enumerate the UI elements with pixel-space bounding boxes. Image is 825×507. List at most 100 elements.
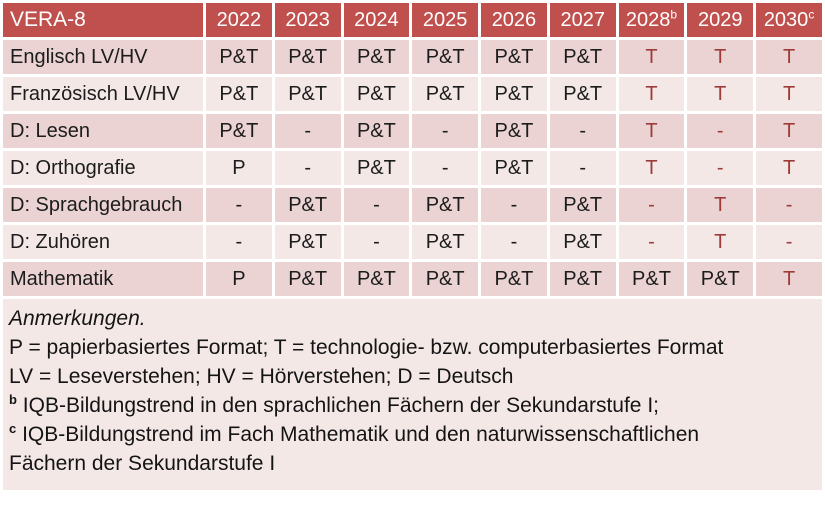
year-header-2027: 2027	[549, 3, 616, 37]
footnote-b-marker: b	[9, 392, 17, 407]
footnote-marker-c: c	[808, 6, 815, 21]
cell-value: P&T	[481, 114, 547, 148]
cell-value: P&T	[206, 114, 272, 148]
year-header-2028: 2028b	[618, 3, 685, 37]
cell-value: -	[206, 188, 272, 222]
row-label: D: Zuhören	[3, 225, 203, 259]
cell-value: -	[412, 151, 479, 185]
table-row: Englisch LV/HV P&T P&T P&T P&T P&T P&T T T T	[3, 40, 822, 74]
cell-value: -	[687, 151, 754, 185]
cell-value: P	[206, 151, 272, 185]
note-legend-format: P = papierbasiertes Format; T = technolo…	[9, 336, 724, 359]
row-label: D: Sprachgebrauch	[3, 188, 203, 222]
cell-value: P&T	[274, 262, 341, 296]
cell-value: -	[206, 225, 272, 259]
table-row: Französisch LV/HV P&T P&T P&T P&T P&T P&T T T T	[3, 77, 822, 111]
cell-value: -	[481, 188, 547, 222]
cell-value: -	[481, 225, 547, 259]
note-legend-abbreviations: LV = Leseverstehen; HV = Hörverstehen; D…	[9, 365, 514, 388]
cell-value: P&T	[343, 114, 410, 148]
cell-value: -	[687, 114, 754, 148]
cell-value: P&T	[687, 262, 754, 296]
cell-value: -	[618, 225, 685, 259]
cell-value: P&T	[274, 188, 341, 222]
cell-value: P&T	[412, 225, 479, 259]
cell-value: P&T	[206, 40, 272, 74]
cell-value: P&T	[343, 40, 410, 74]
year-header-2030: 2030c	[756, 3, 822, 37]
cell-value: P&T	[481, 77, 547, 111]
footnote-b-text: IQB-Bildungstrend in den sprachlichen Fä…	[22, 394, 659, 417]
year-header-2029: 2029	[687, 3, 754, 37]
footnote-c: c IQB-Bildungstrend im Fach Mathematik u…	[9, 420, 769, 478]
cell-value: P&T	[274, 77, 341, 111]
cell-value: T	[756, 262, 822, 296]
vera8-schedule-table: VERA-8 2022 2023 2024 2025 2026 2027 2028b 2029…	[3, 3, 822, 296]
table-row: D: Sprachgebrauch - P&T - P&T - P&T - T -	[3, 188, 822, 222]
year-header-2022: 2022	[206, 3, 272, 37]
header-row: VERA-8 2022 2023 2024 2025 2026 2027 2028b 2029…	[3, 3, 822, 37]
cell-value: P&T	[481, 151, 547, 185]
cell-value: P&T	[343, 151, 410, 185]
cell-value: T	[618, 40, 685, 74]
cell-value: -	[549, 151, 616, 185]
cell-value: -	[756, 225, 822, 259]
cell-value: P&T	[412, 77, 479, 111]
cell-value: P&T	[343, 262, 410, 296]
cell-value: T	[756, 151, 822, 185]
cell-value: T	[687, 188, 754, 222]
table-row: Mathematik P P&T P&T P&T P&T P&T P&T P&T T	[3, 262, 822, 296]
year-header-2024: 2024	[343, 3, 410, 37]
cell-value: T	[618, 151, 685, 185]
cell-value: -	[618, 188, 685, 222]
footnote-c-marker: c	[9, 421, 17, 436]
cell-value: P&T	[274, 40, 341, 74]
footnote-b: b IQB-Bildungstrend in den sprachlichen …	[9, 391, 769, 420]
cell-value: P&T	[549, 262, 616, 296]
cell-value: P&T	[549, 40, 616, 74]
footnote-c-text: IQB-Bildungstrend im Fach Mathematik und…	[9, 423, 700, 475]
table-row: D: Orthografie P - P&T - P&T - T - T	[3, 151, 822, 185]
footnote-marker-b: b	[670, 6, 678, 21]
cell-value: -	[274, 151, 341, 185]
row-label: Mathematik	[3, 262, 203, 296]
cell-value: T	[756, 40, 822, 74]
notes-section: Anmerkungen. P = papierbasiertes Format;…	[3, 299, 822, 490]
table-title: VERA-8	[3, 3, 203, 37]
row-label: Englisch LV/HV	[3, 40, 203, 74]
cell-value: -	[343, 225, 410, 259]
cell-value: T	[618, 77, 685, 111]
cell-value: -	[549, 114, 616, 148]
cell-value: -	[756, 188, 822, 222]
cell-value: -	[343, 188, 410, 222]
table-row: D: Lesen P&T - P&T - P&T - T - T	[3, 114, 822, 148]
cell-value: P&T	[412, 40, 479, 74]
notes-heading: Anmerkungen.	[9, 307, 146, 330]
cell-value: P&T	[343, 77, 410, 111]
cell-value: P&T	[618, 262, 685, 296]
cell-value: P&T	[412, 188, 479, 222]
cell-value: P&T	[206, 77, 272, 111]
cell-value: -	[274, 114, 341, 148]
year-header-2026: 2026	[481, 3, 547, 37]
cell-value: T	[687, 40, 754, 74]
year-header-2023: 2023	[274, 3, 341, 37]
row-label: D: Lesen	[3, 114, 203, 148]
row-label: Französisch LV/HV	[3, 77, 203, 111]
row-label: D: Orthografie	[3, 151, 203, 185]
cell-value: T	[756, 114, 822, 148]
year-header-2025: 2025	[412, 3, 479, 37]
cell-value: P&T	[274, 225, 341, 259]
cell-value: P&T	[412, 262, 479, 296]
cell-value: P&T	[481, 262, 547, 296]
cell-value: T	[756, 77, 822, 111]
cell-value: T	[687, 225, 754, 259]
cell-value: T	[687, 77, 754, 111]
cell-value: P&T	[549, 188, 616, 222]
cell-value: P&T	[549, 77, 616, 111]
table-row: D: Zuhören - P&T - P&T - P&T - T -	[3, 225, 822, 259]
cell-value: P&T	[549, 225, 616, 259]
cell-value: -	[412, 114, 479, 148]
cell-value: P&T	[481, 40, 547, 74]
